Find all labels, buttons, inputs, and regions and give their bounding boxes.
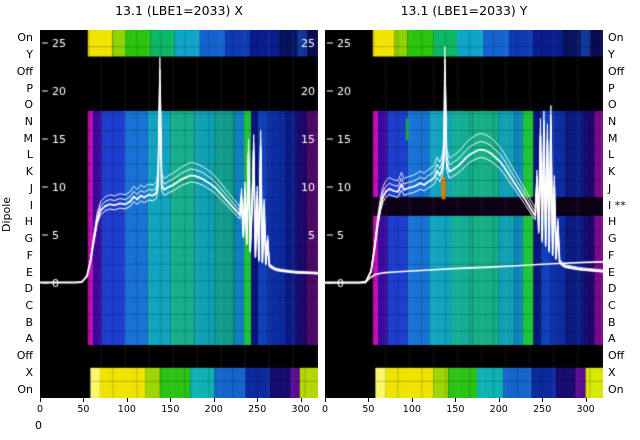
x-tick-mark xyxy=(170,398,172,402)
dipole-row-labels-left: On Y Off P O N M L K J I H G F E D C B A Off X On xyxy=(13,30,34,398)
x-tick-mark xyxy=(498,398,500,402)
dipole-row-label-right: A xyxy=(608,332,616,346)
dipole-row-label-right: M xyxy=(608,131,618,145)
x-tick-mark xyxy=(213,398,215,402)
x-tick-mark xyxy=(455,398,457,402)
dipole-row-label-right: X xyxy=(608,365,616,379)
dipole-row-label-left: L xyxy=(26,148,33,162)
x-axis-origin-label: 0 xyxy=(35,419,42,432)
dipole-row-label-right: N xyxy=(608,115,617,128)
dipole-row-label-left: X xyxy=(25,365,33,379)
x-tick-mark xyxy=(83,398,85,402)
x-tick-label: 0 xyxy=(321,404,329,415)
x-tick-mark xyxy=(126,398,128,402)
dipole-row-label-left: Off xyxy=(16,64,33,78)
x-tick-mark xyxy=(325,398,326,402)
dipole-row-label-right: Y xyxy=(608,48,615,62)
plot-title-x: 13.1 (LBE1=2033) X xyxy=(115,3,243,18)
dipole-row-label-left: D xyxy=(24,282,33,296)
x-tick-mark xyxy=(257,398,259,402)
dipole-row-labels-right: On Y Off P O N M L K J I ** H G F E D C B A Off X On xyxy=(608,30,640,398)
dipole-row-label-right: K xyxy=(608,165,616,179)
x-tick-mark xyxy=(542,398,544,402)
dipole-row-label-right: On xyxy=(608,31,624,45)
dipole-row-label-right: Off xyxy=(608,349,625,363)
dipole-row-label-left: B xyxy=(25,315,33,329)
x-tick-label: 250 xyxy=(533,404,552,415)
dipole-row-label-left: Off xyxy=(16,349,33,363)
x-tick-label: 300 xyxy=(576,404,595,415)
dipole-row-label-left: M xyxy=(23,131,34,145)
dipole-row-label-right: On xyxy=(608,382,624,396)
dipole-row-label-left: G xyxy=(24,232,33,246)
x-tick-label: 150 xyxy=(161,404,180,415)
dipole-row-label-right: C xyxy=(608,299,616,312)
x-tick-label: 300 xyxy=(291,404,310,415)
dipole-row-label-left: C xyxy=(25,299,33,312)
dipole-row-label-left: I xyxy=(29,198,33,212)
dipole-row-label-right: D xyxy=(608,282,617,296)
x-tick-label: 200 xyxy=(489,404,508,415)
dipole-row-label-right: G xyxy=(608,232,617,246)
x-tick-mark xyxy=(300,398,302,402)
heatmap-plot-x xyxy=(40,30,318,398)
dipole-row-label-left: O xyxy=(24,98,33,112)
dipole-row-label-right: H xyxy=(608,215,617,229)
x-tick-label: 50 xyxy=(362,404,375,415)
dipole-row-label-right: O xyxy=(608,98,617,112)
dipole-row-label-right: F xyxy=(608,248,615,262)
dipole-row-label-left: On xyxy=(17,31,33,45)
dipole-row-label-left: H xyxy=(24,215,33,229)
x-tick-label: 200 xyxy=(204,404,223,415)
dipole-row-label-left: N xyxy=(24,115,33,128)
dipole-row-label-right: Off xyxy=(608,64,625,78)
x-tick-label: 0 xyxy=(36,404,44,415)
dipole-row-label-right: J xyxy=(608,181,612,195)
dipole-row-label-right: E xyxy=(608,265,615,279)
dipole-row-label-right: L xyxy=(608,148,615,162)
x-tick-mark xyxy=(368,398,370,402)
x-tick-label: 100 xyxy=(117,404,136,415)
dipole-row-label-left: J xyxy=(29,181,33,195)
x-tick-label: 100 xyxy=(402,404,421,415)
x-tick-mark xyxy=(40,398,41,402)
dipole-row-label-left: A xyxy=(25,332,33,346)
y-axis-label-dipole: Dipole xyxy=(0,196,13,232)
dipole-row-label-right: I ** xyxy=(608,198,626,212)
plot-title-y: 13.1 (LBE1=2033) Y xyxy=(400,3,528,18)
x-tick-label: 150 xyxy=(446,404,465,415)
dipole-row-label-right: P xyxy=(608,81,615,95)
heatmap-plot-y xyxy=(325,30,603,398)
dipole-row-label-left: On xyxy=(17,382,33,396)
x-tick-label: 250 xyxy=(248,404,267,415)
dipole-row-label-right: B xyxy=(608,315,616,329)
x-tick-label: 50 xyxy=(77,404,90,415)
x-tick-mark xyxy=(585,398,587,402)
dipole-row-label-left: Y xyxy=(26,48,33,62)
x-tick-mark xyxy=(411,398,413,402)
dipole-row-label-left: P xyxy=(26,81,33,95)
dipole-row-label-left: K xyxy=(25,165,33,179)
dipole-row-label-left: F xyxy=(26,248,33,262)
dipole-row-label-left: E xyxy=(26,265,33,279)
